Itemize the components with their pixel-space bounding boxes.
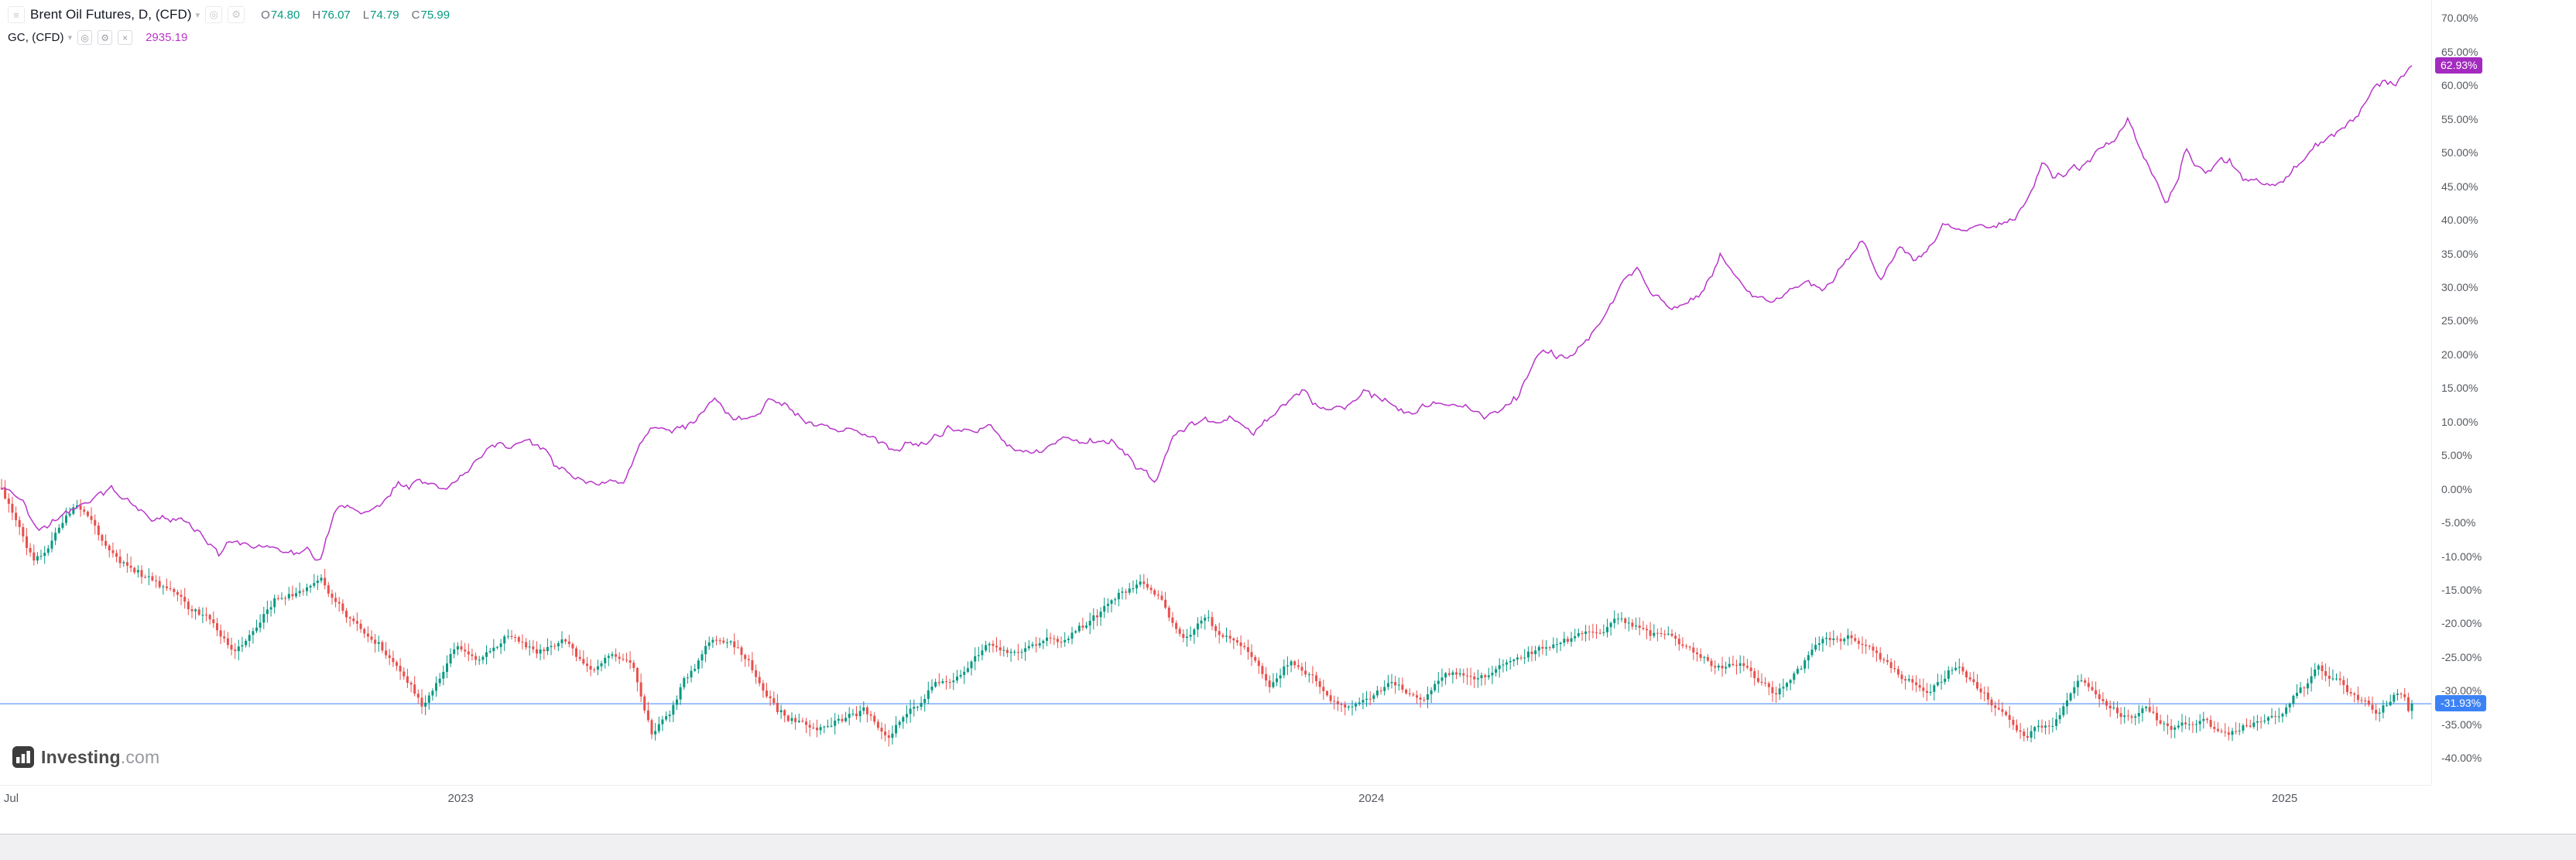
price-axis-label: 15.00% xyxy=(2441,382,2478,395)
price-axis-label: 70.00% xyxy=(2441,12,2478,25)
price-axis-label: 5.00% xyxy=(2441,449,2472,462)
price-axis-label: -20.00% xyxy=(2441,617,2482,630)
investing-logo-text: Investing.com xyxy=(41,746,160,767)
price-axis-label: 60.00% xyxy=(2441,79,2478,92)
time-axis-label: 2023 xyxy=(447,792,474,805)
eye-icon[interactable]: ◎ xyxy=(205,6,223,23)
brent-last-value-badge: -31.93% xyxy=(2435,695,2487,712)
eye-icon[interactable]: ◎ xyxy=(77,30,93,45)
price-axis-label: 20.00% xyxy=(2441,348,2478,361)
price-axis-label: -35.00% xyxy=(2441,718,2482,731)
ohlc-values: O74.80 H76.07 L74.79 C75.99 xyxy=(261,9,450,22)
price-axis-label: 55.00% xyxy=(2441,112,2478,125)
time-axis-label: 2024 xyxy=(1358,792,1385,805)
ohlc-open: O74.80 xyxy=(261,8,300,22)
overlay-series-legend-row: GC, (CFD) ▾ ◎ ⚙ × 2935.19 xyxy=(8,30,450,45)
investing-logo-icon xyxy=(12,746,34,768)
price-axis-label: 30.00% xyxy=(2441,281,2478,294)
chart-plot-area[interactable]: ≡ Brent Oil Futures, D, (CFD) ▾ ◎ ⚙ O74.… xyxy=(0,0,2431,785)
main-series-legend-row: ≡ Brent Oil Futures, D, (CFD) ▾ ◎ ⚙ O74.… xyxy=(8,6,450,23)
chart-legend: ≡ Brent Oil Futures, D, (CFD) ▾ ◎ ⚙ O74.… xyxy=(8,6,450,45)
price-axis[interactable]: 62.93% -31.93% 70.00% 65.00% 60.00% 55.00% 5… xyxy=(2431,0,2576,785)
price-axis-label: -10.00% xyxy=(2441,550,2482,563)
price-axis-label: -25.00% xyxy=(2441,650,2482,663)
time-axis-label: 2025 xyxy=(2271,792,2298,805)
close-icon[interactable]: × xyxy=(118,30,133,45)
price-axis-label: 50.00% xyxy=(2441,146,2478,159)
price-axis-label: 35.00% xyxy=(2441,247,2478,260)
time-axis-label: Jul xyxy=(3,792,19,805)
ohlc-close: C75.99 xyxy=(411,8,450,22)
chart-canvas[interactable] xyxy=(0,0,2431,785)
price-axis-label: -5.00% xyxy=(2441,516,2476,529)
price-axis-label: 10.00% xyxy=(2441,415,2478,428)
time-axis[interactable]: Jul 2023 2024 2025 xyxy=(0,785,2431,811)
price-axis-label: -15.00% xyxy=(2441,584,2482,597)
price-axis-label: -40.00% xyxy=(2441,752,2482,765)
price-axis-label: 0.00% xyxy=(2441,482,2472,495)
chevron-down-icon[interactable]: ▾ xyxy=(195,10,200,20)
overlay-series-title[interactable]: GC, (CFD) xyxy=(8,31,64,44)
main-series-title[interactable]: Brent Oil Futures, D, (CFD) xyxy=(30,7,192,22)
gold-last-value-badge: 62.93% xyxy=(2435,57,2483,74)
overlay-series-value: 2935.19 xyxy=(146,31,188,44)
gear-icon[interactable]: ⚙ xyxy=(98,30,113,45)
price-axis-label: 25.00% xyxy=(2441,314,2478,327)
ohlc-high: H76.07 xyxy=(312,8,351,22)
price-axis-label: 40.00% xyxy=(2441,214,2478,227)
investing-logo[interactable]: Investing.com xyxy=(12,746,159,768)
price-axis-label: -30.00% xyxy=(2441,684,2482,697)
price-axis-label: 45.00% xyxy=(2441,180,2478,193)
ohlc-low: L74.79 xyxy=(362,8,399,22)
bottom-scroll-strip xyxy=(0,834,2576,860)
gear-icon[interactable]: ⚙ xyxy=(228,6,245,23)
instrument-icon[interactable]: ≡ xyxy=(8,6,25,23)
price-axis-label: 65.00% xyxy=(2441,45,2478,58)
chevron-down-icon[interactable]: ▾ xyxy=(67,33,73,43)
